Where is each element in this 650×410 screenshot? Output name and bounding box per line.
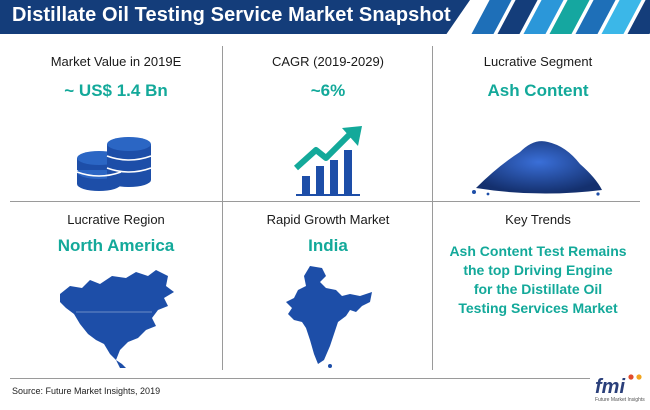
region-label: Lucrative Region: [67, 212, 165, 227]
ash-powder-icon: [472, 141, 602, 196]
page-title: Distillate Oil Testing Service Market Sn…: [12, 4, 451, 26]
market-value-cell: Market Value in 2019E ~ US$ 1.4 Bn: [8, 46, 224, 206]
cagr-label: CAGR (2019-2029): [272, 54, 384, 69]
coin-stack-icon: [76, 137, 152, 191]
decorative-stripes: [460, 0, 650, 34]
cagr-cell: CAGR (2019-2029) ~6%: [220, 46, 436, 206]
trend-line: Ash Content Test Remains: [449, 243, 627, 259]
trend-line: the top Driving Engine: [463, 262, 613, 278]
region-value: North America: [57, 236, 175, 255]
header-banner: Distillate Oil Testing Service Market Sn…: [0, 0, 650, 36]
region-cell: Lucrative Region North America: [8, 206, 224, 368]
growth-market-cell: Rapid Growth Market India: [220, 206, 436, 368]
row-divider: [10, 201, 640, 202]
fmi-logo-mark-icon: [628, 374, 642, 380]
growth-market-value: India: [308, 236, 348, 255]
trend-line: for the Distillate Oil: [473, 281, 603, 297]
growth-market-label: Rapid Growth Market: [266, 212, 390, 227]
market-value-label: Market Value in 2019E: [50, 54, 182, 69]
logo-tagline: Future Market Insights: [595, 397, 645, 403]
column-divider-2: [432, 46, 433, 370]
key-trends-text: Ash Content Test Remains the top Driving…: [430, 242, 646, 318]
segment-label: Lucrative Segment: [483, 54, 593, 69]
segment-value: Ash Content: [487, 81, 589, 100]
key-trends-cell: Key Trends Ash Content Test Remains the …: [430, 206, 646, 366]
cagr-value: ~6%: [310, 81, 346, 100]
growth-chart-icon: [293, 126, 362, 196]
logo-name: fmi: [595, 376, 625, 398]
footer-divider: [10, 378, 590, 379]
column-divider-1: [222, 46, 223, 370]
market-value: ~ US$ 1.4 Bn: [64, 81, 168, 100]
fmi-logo: fmi Future Market Insights: [595, 372, 645, 408]
north-america-map-icon: [60, 270, 174, 368]
title-bar: [0, 0, 470, 34]
india-map-icon: [286, 266, 372, 368]
key-trends-label: Key Trends: [505, 212, 571, 227]
source-note: Source: Future Market Insights, 2019: [12, 386, 161, 396]
trend-line: Testing Services Market: [458, 300, 618, 316]
segment-cell: Lucrative Segment Ash Content: [430, 46, 646, 206]
